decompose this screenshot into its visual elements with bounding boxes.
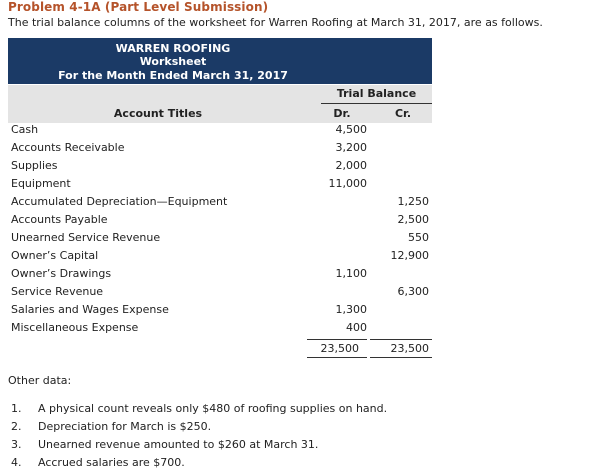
debit-amount: 11,000 bbox=[328, 177, 368, 190]
trial-balance-underline bbox=[321, 103, 432, 104]
account-title: Owner’s Drawings bbox=[11, 267, 112, 280]
table-row: Salaries and Wages Expense 1,300 bbox=[8, 301, 432, 319]
account-title: Salaries and Wages Expense bbox=[11, 303, 169, 316]
note-number: 1. bbox=[11, 402, 22, 415]
column-header-band bbox=[8, 85, 432, 123]
table-row: Owner’s Drawings 1,100 bbox=[8, 265, 432, 283]
credit-total-rule-bottom bbox=[370, 357, 432, 358]
note-number: 3. bbox=[11, 438, 22, 451]
table-row: Service Revenue 6,300 bbox=[8, 283, 432, 301]
debit-amount: 400 bbox=[346, 321, 367, 334]
debit-amount: 1,300 bbox=[335, 303, 368, 316]
table-row: Miscellaneous Expense 400 bbox=[8, 319, 432, 337]
credit-amount: 12,900 bbox=[390, 249, 430, 262]
account-title: Miscellaneous Expense bbox=[11, 321, 139, 334]
table-row: Owner’s Capital 12,900 bbox=[8, 247, 432, 265]
credit-total: 23,500 bbox=[390, 342, 430, 355]
debit-amount: 3,200 bbox=[335, 141, 368, 154]
note-text: Unearned revenue amounted to $260 at Mar… bbox=[38, 438, 319, 451]
problem-title: Problem 4-1A (Part Level Submission) bbox=[8, 0, 269, 14]
table-row: Cash 4,500 bbox=[8, 121, 432, 139]
note-text: Accrued salaries are $700. bbox=[38, 456, 185, 469]
note-number: 2. bbox=[11, 420, 22, 433]
debit-amount: 4,500 bbox=[335, 123, 368, 136]
worksheet-header: WARREN ROOFING Worksheet For the Month E… bbox=[8, 38, 432, 84]
table-row: Accounts Receivable 3,200 bbox=[8, 139, 432, 157]
debit-header: Dr. bbox=[333, 107, 351, 120]
note-number: 4. bbox=[11, 456, 22, 469]
account-title: Accumulated Depreciation—Equipment bbox=[11, 195, 228, 208]
credit-header: Cr. bbox=[394, 107, 412, 120]
note-text: Depreciation for March is $250. bbox=[38, 420, 212, 433]
account-title: Equipment bbox=[11, 177, 71, 190]
company-name: WARREN ROOFING bbox=[115, 42, 231, 55]
table-row: Accounts Payable 2,500 bbox=[8, 211, 432, 229]
credit-amount: 2,500 bbox=[397, 213, 430, 226]
credit-amount: 1,250 bbox=[397, 195, 430, 208]
account-title: Cash bbox=[11, 123, 39, 136]
account-title: Accounts Receivable bbox=[11, 141, 125, 154]
debit-total: 23,500 bbox=[320, 342, 360, 355]
worksheet-period: For the Month Ended March 31, 2017 bbox=[58, 69, 288, 82]
note-text: A physical count reveals only $480 of ro… bbox=[38, 402, 388, 415]
table-row: Unearned Service Revenue 550 bbox=[8, 229, 432, 247]
problem-intro: The trial balance columns of the workshe… bbox=[8, 16, 543, 29]
table-row: Supplies 2,000 bbox=[8, 157, 432, 175]
debit-amount: 2,000 bbox=[335, 159, 368, 172]
account-title: Service Revenue bbox=[11, 285, 104, 298]
debit-amount: 1,100 bbox=[335, 267, 368, 280]
credit-total-rule-top bbox=[370, 339, 432, 340]
table-row: Equipment 11,000 bbox=[8, 175, 432, 193]
credit-amount: 6,300 bbox=[397, 285, 430, 298]
debit-total-rule-bottom bbox=[307, 357, 367, 358]
worksheet-name: Worksheet bbox=[139, 55, 207, 68]
debit-total-rule-top bbox=[307, 339, 367, 340]
trial-balance-label: Trial Balance bbox=[336, 87, 417, 100]
account-title: Owner’s Capital bbox=[11, 249, 99, 262]
account-title: Unearned Service Revenue bbox=[11, 231, 161, 244]
account-title: Accounts Payable bbox=[11, 213, 108, 226]
credit-amount: 550 bbox=[408, 231, 429, 244]
table-row: Accumulated Depreciation—Equipment 1,250 bbox=[8, 193, 432, 211]
account-title: Supplies bbox=[11, 159, 58, 172]
account-titles-header: Account Titles bbox=[113, 107, 203, 120]
other-data-label: Other data: bbox=[8, 374, 72, 387]
